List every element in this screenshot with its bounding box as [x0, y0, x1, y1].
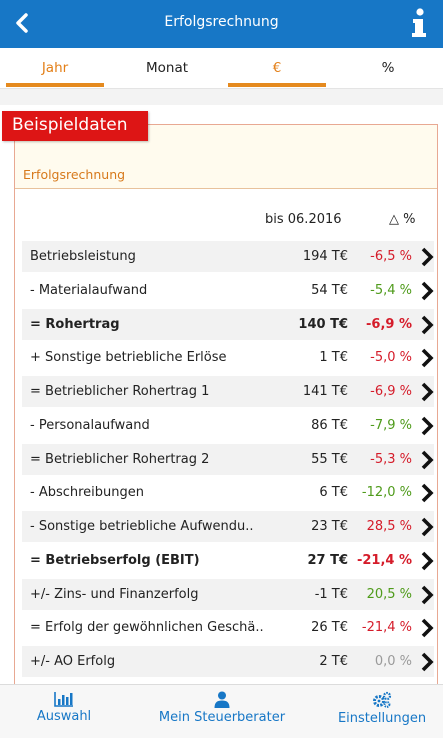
nav-mein-steuerberater[interactable]: Mein Steuerberater	[150, 691, 294, 725]
row-value: 141 T€	[302, 384, 348, 399]
row-label: - Materialaufwand	[30, 282, 148, 298]
table-row[interactable]: - Sonstige betriebliche Aufwendu.. 23 T€ 2…	[22, 511, 434, 542]
table-row[interactable]: +/- AO Erfolg 2 T€ 0,0 %	[22, 646, 434, 677]
row-delta-percent: 28,5 %	[366, 519, 412, 534]
table-row[interactable]: = Betrieblicher Rohertrag 1 141 T€ -6,9 %	[22, 376, 434, 407]
row-delta-percent: 0,0 %	[374, 654, 412, 669]
row-value: 2 T€	[319, 654, 348, 669]
bottom-navigation: Auswahl Mein Steuerberater Einstellungen	[0, 684, 443, 738]
person-icon	[214, 691, 230, 708]
nav-einstellungen[interactable]: Einstellungen	[332, 691, 432, 726]
row-label: - Sonstige betriebliche Aufwendu..	[30, 519, 254, 534]
chevron-right-icon[interactable]	[420, 618, 434, 638]
chevron-right-icon[interactable]	[420, 652, 434, 672]
nav-mein-steuerberater-label: Mein Steuerberater	[158, 710, 286, 725]
period-unit-tabs: Jahr Monat € %	[0, 48, 443, 89]
row-value: 23 T€	[311, 519, 348, 534]
nav-einstellungen-label: Einstellungen	[337, 711, 427, 726]
row-value: 86 T€	[311, 417, 348, 433]
table-row[interactable]: = Betriebserfolg (EBIT) 27 T€ -21,4 %	[22, 545, 434, 576]
top-app-bar: Erfolgsrechnung	[0, 0, 443, 48]
chevron-right-icon[interactable]	[420, 348, 434, 368]
table-row[interactable]: + Sonstige betriebliche Erlöse 1 T€ -5,0 %	[22, 342, 434, 373]
row-label: = Erfolg der gewöhnlichen Geschä..	[30, 620, 264, 636]
row-label: +/- Zins- und Finanzerfolg	[30, 586, 199, 602]
row-label: - Personalaufwand	[30, 417, 150, 433]
row-delta-percent: -5,0 %	[370, 350, 412, 366]
chevron-right-icon[interactable]	[420, 382, 434, 402]
table-row[interactable]: +/- Zins- und Finanzerfolg -1 T€ 20,5 %	[22, 578, 434, 610]
row-value: 55 T€	[311, 451, 348, 467]
row-label: Betriebsleistung	[30, 249, 136, 264]
gears-icon	[373, 691, 392, 708]
page-title: Erfolgsrechnung	[164, 14, 279, 30]
row-label: +/- AO Erfolg	[30, 654, 116, 669]
panel-title: Erfolgsrechnung	[23, 167, 126, 182]
table-row[interactable]: Betriebsleistung 194 T€ -6,5 %	[22, 241, 434, 272]
tab-percent[interactable]: %	[381, 60, 395, 76]
row-label: = Betrieblicher Rohertrag 1	[30, 384, 210, 399]
row-delta-percent: -12,0 %	[361, 485, 412, 501]
table-row[interactable]: - Abschreibungen 6 T€ -12,0 %	[22, 477, 434, 508]
table-row[interactable]: - Materialaufwand 54 T€ -5,4 %	[22, 275, 434, 306]
row-label: = Betriebserfolg (EBIT)	[30, 552, 200, 568]
chevron-right-icon[interactable]	[420, 281, 434, 301]
row-label: = Rohertrag	[30, 316, 120, 332]
row-value: 194 T€	[302, 249, 348, 264]
row-delta-percent: -21,4 %	[361, 620, 412, 636]
divider-band	[0, 89, 443, 105]
tab-euro[interactable]: €	[228, 48, 326, 89]
row-label: - Abschreibungen	[30, 485, 145, 501]
row-delta-percent: -5,3 %	[370, 451, 412, 467]
tab-monat[interactable]: Monat	[145, 60, 189, 76]
chevron-right-icon[interactable]	[420, 551, 434, 571]
row-delta-percent: -21,4 %	[356, 552, 412, 568]
row-delta-percent: -6,9 %	[370, 384, 412, 399]
back-chevron-icon[interactable]	[8, 8, 36, 38]
row-delta-percent: -5,4 %	[370, 282, 412, 298]
row-value: 1 T€	[319, 350, 348, 366]
row-value: 140 T€	[298, 316, 348, 332]
table-row[interactable]: = Rohertrag 140 T€ -6,9 %	[22, 308, 434, 340]
row-value: 26 T€	[311, 620, 348, 636]
row-delta-percent: -7,9 %	[370, 417, 412, 433]
chevron-right-icon[interactable]	[420, 247, 434, 267]
row-label: = Betrieblicher Rohertrag 2	[30, 451, 210, 467]
chevron-right-icon[interactable]	[420, 315, 434, 335]
row-delta-percent: 20,5 %	[366, 586, 412, 602]
table-row[interactable]: = Erfolg der gewöhnlichen Geschä.. 26 T€ -…	[22, 612, 434, 643]
nav-auswahl-label: Auswahl	[36, 709, 92, 724]
row-value: 27 T€	[307, 552, 348, 568]
table-row[interactable]: = Betrieblicher Rohertrag 2 55 T€ -5,3 %	[22, 443, 434, 475]
bar-chart-icon	[54, 692, 73, 707]
row-delta-percent: -6,9 %	[366, 316, 412, 332]
chevron-right-icon[interactable]	[420, 416, 434, 436]
tab-jahr[interactable]: Jahr	[6, 48, 104, 89]
table-row[interactable]: - Personalaufwand 86 T€ -7,9 %	[22, 410, 434, 441]
row-value: 54 T€	[311, 282, 348, 298]
chevron-right-icon[interactable]	[420, 585, 434, 605]
row-value: 6 T€	[319, 485, 348, 501]
column-header-delta: △ %	[389, 212, 416, 227]
chevron-right-icon[interactable]	[420, 517, 434, 537]
nav-auswahl[interactable]: Auswahl	[22, 691, 106, 724]
sample-data-badge: Beispieldaten	[2, 111, 148, 141]
row-value: -1 T€	[314, 586, 348, 602]
row-delta-percent: -6,5 %	[370, 249, 412, 264]
chevron-right-icon[interactable]	[420, 483, 434, 503]
row-label: + Sonstige betriebliche Erlöse	[30, 350, 227, 366]
info-icon[interactable]	[407, 4, 431, 42]
chevron-right-icon[interactable]	[420, 450, 434, 470]
column-header-period: bis 06.2016	[265, 212, 342, 227]
